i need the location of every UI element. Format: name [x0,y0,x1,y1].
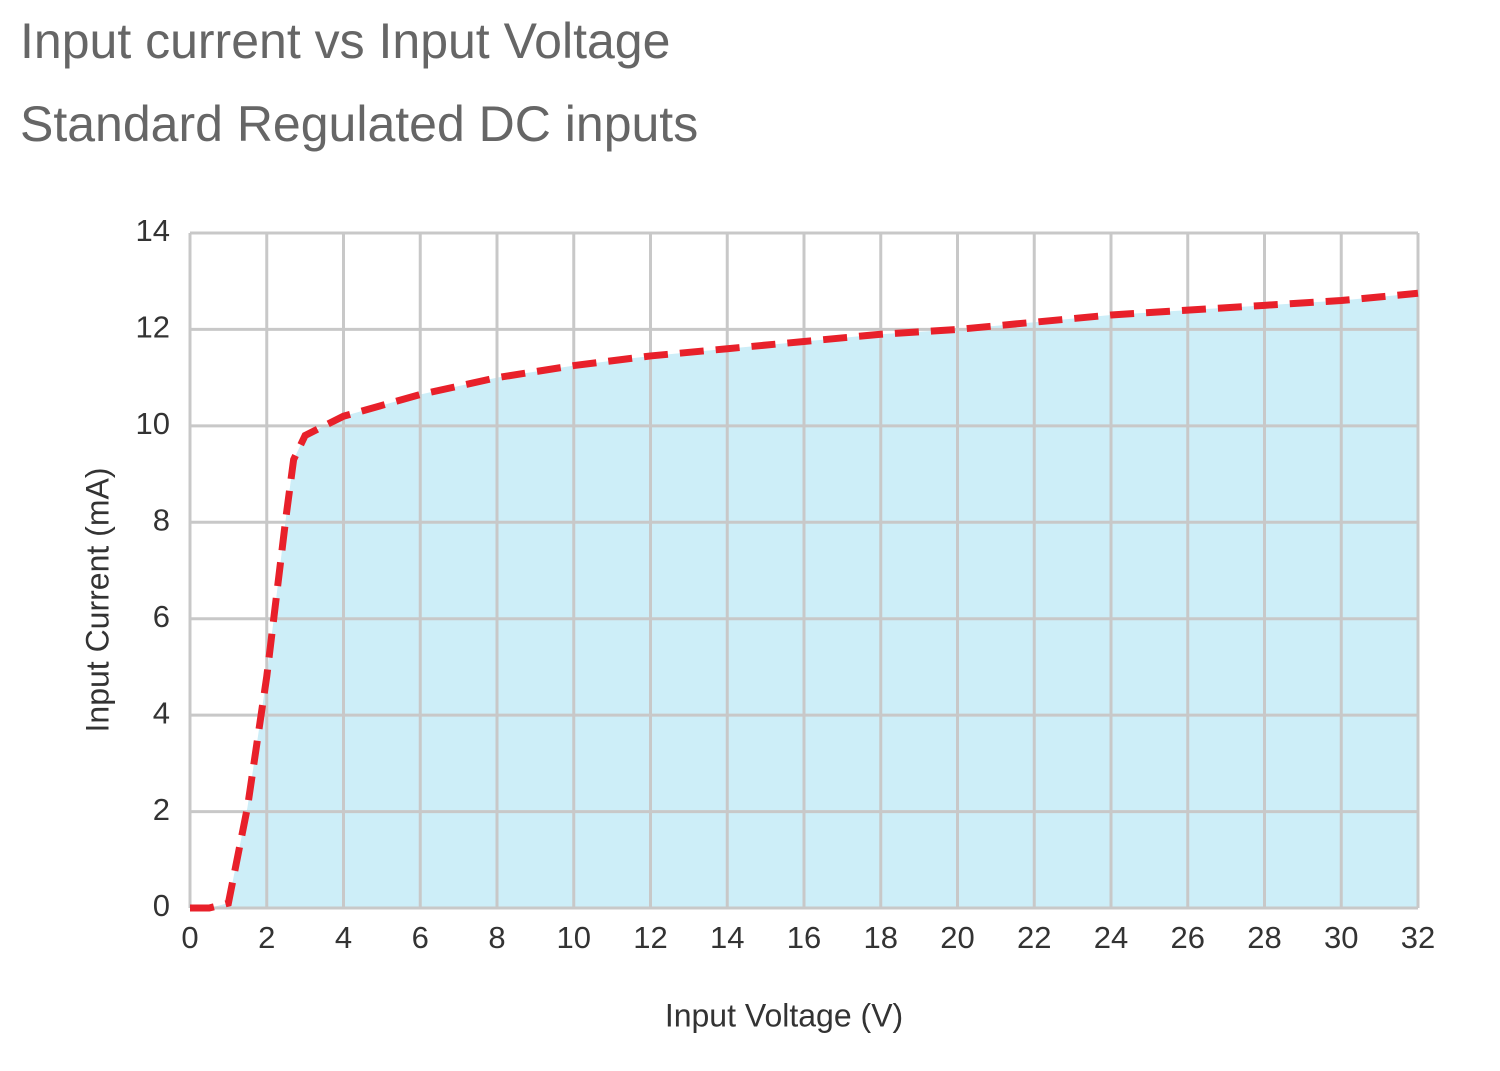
chart-subtitle: Standard Regulated DC inputs [20,96,698,152]
x-tick-label: 26 [1171,920,1205,955]
x-tick-label: 8 [488,920,505,955]
x-tick-label: 10 [557,920,591,955]
x-tick-label: 4 [335,920,352,955]
y-tick-label: 0 [153,888,170,923]
x-tick-label: 14 [710,920,744,955]
data-line [190,289,1419,912]
x-axis-title: Input Voltage (V) [665,997,903,1033]
y-tick-label: 4 [153,695,170,730]
x-tick-label: 18 [864,920,898,955]
y-tick-label: 10 [136,406,170,441]
y-tick-label: 14 [136,213,170,248]
chart-title: Input current vs Input Voltage [20,13,670,69]
y-tick-label: 12 [136,310,170,345]
x-tick-label: 2 [258,920,275,955]
x-tick-label: 0 [181,920,198,955]
y-tick-label: 6 [153,599,170,634]
x-tick-label: 12 [633,920,667,955]
x-tick-label: 30 [1324,920,1358,955]
x-tick-label: 28 [1247,920,1281,955]
x-tick-label: 6 [412,920,429,955]
x-tick-label: 22 [1017,920,1051,955]
x-tick-label: 32 [1401,920,1435,955]
y-axis-title: Input Current (mA) [79,468,115,733]
y-tick-label: 8 [153,502,170,537]
x-tick-label: 24 [1094,920,1128,955]
y-tick-label: 2 [153,792,170,827]
x-tick-label: 16 [787,920,821,955]
x-tick-label: 20 [940,920,974,955]
